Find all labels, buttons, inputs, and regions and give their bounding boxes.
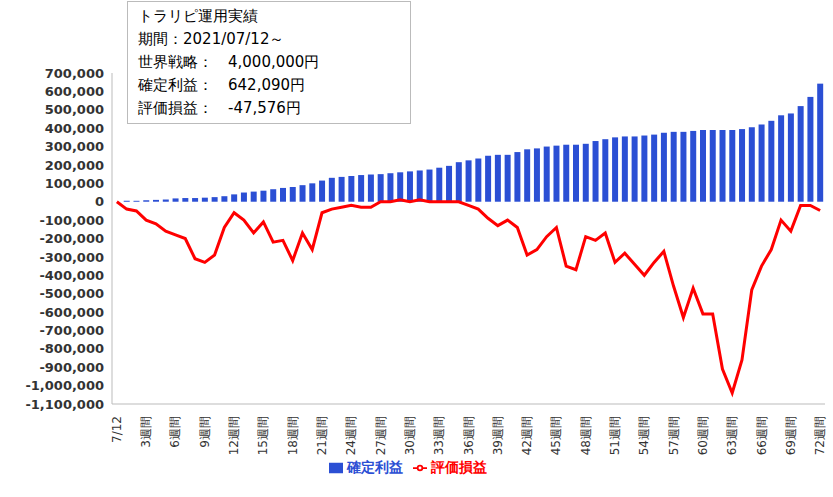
svg-text:-600,000: -600,000 — [39, 305, 104, 320]
svg-text:33週間: 33週間 — [432, 416, 446, 455]
svg-text:100,000: 100,000 — [45, 176, 104, 191]
svg-text:-900,000: -900,000 — [39, 360, 104, 375]
svg-text:51週間: 51週間 — [608, 416, 622, 455]
html-text:トラリピ運用実績: トラリピ運用実績 — [138, 7, 258, 25]
svg-text:500,000: 500,000 — [45, 102, 104, 117]
svg-text:12週間: 12週間 — [227, 416, 241, 455]
svg-text:36週間: 36週間 — [462, 416, 476, 455]
svg-text:60週間: 60週間 — [696, 416, 710, 455]
svg-text:-700,000: -700,000 — [39, 323, 104, 338]
svg-text:18週間: 18週間 — [286, 416, 300, 455]
svg-text:7/12: 7/12 — [110, 416, 124, 443]
svg-text:27週間: 27週間 — [374, 416, 388, 455]
svg-text:39週間: 39週間 — [491, 416, 505, 455]
svg-text:69週間: 69週間 — [784, 416, 798, 455]
html-text:確定利益： 642,090円: 確定利益： 642,090円 — [138, 76, 305, 94]
svg-text:-500,000: -500,000 — [39, 286, 104, 301]
svg-text:42週間: 42週間 — [520, 416, 534, 455]
html-text:評価損益： -47,576円: 評価損益： -47,576円 — [138, 99, 301, 117]
svg-text:-1,100,000: -1,100,000 — [25, 397, 104, 412]
svg-text:400,000: 400,000 — [45, 121, 104, 136]
html-text:確定利益: 確定利益 — [346, 459, 403, 475]
svg-text:6週間: 6週間 — [168, 416, 182, 448]
svg-text:-300,000: -300,000 — [39, 250, 104, 265]
svg-text:21週間: 21週間 — [315, 416, 329, 455]
svg-text:700,000: 700,000 — [45, 66, 104, 81]
svg-text:45週間: 45週間 — [549, 416, 563, 455]
svg-text:-1,000,000: -1,000,000 — [25, 378, 104, 393]
svg-text:-100,000: -100,000 — [39, 213, 104, 228]
svg-text:300,000: 300,000 — [45, 139, 104, 154]
svg-text:30週間: 30週間 — [403, 416, 417, 455]
html-text:世界戦略： 4,000,000円: 世界戦略： 4,000,000円 — [138, 53, 320, 71]
svg-text:200,000: 200,000 — [45, 158, 104, 173]
svg-text:48週間: 48週間 — [579, 416, 593, 455]
html-text:評価損益: 評価損益 — [430, 459, 487, 475]
svg-text:0: 0 — [95, 194, 104, 209]
svg-text:63週間: 63週間 — [725, 416, 739, 455]
svg-text:9週間: 9週間 — [198, 416, 212, 448]
svg-text:66週間: 66週間 — [755, 416, 769, 455]
svg-text:57週間: 57週間 — [667, 416, 681, 455]
svg-text:24週間: 24週間 — [344, 416, 358, 455]
svg-text:72週間: 72週間 — [813, 416, 825, 455]
svg-text:600,000: 600,000 — [45, 84, 104, 99]
svg-text:3週間: 3週間 — [139, 416, 153, 448]
svg-text:-800,000: -800,000 — [39, 341, 104, 356]
svg-text:-200,000: -200,000 — [39, 231, 104, 246]
svg-text:15週間: 15週間 — [256, 416, 270, 455]
svg-text:54週間: 54週間 — [637, 416, 651, 455]
html-text:期間：2021/07/12～: 期間：2021/07/12～ — [138, 30, 285, 48]
svg-text:-400,000: -400,000 — [39, 268, 104, 283]
